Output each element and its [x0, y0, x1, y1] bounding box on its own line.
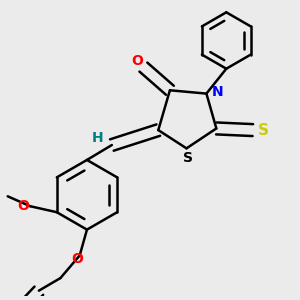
Text: S: S — [183, 151, 193, 165]
Text: S: S — [258, 123, 269, 138]
Text: H: H — [92, 131, 104, 145]
Text: O: O — [17, 199, 29, 213]
Text: O: O — [71, 253, 83, 266]
Text: O: O — [131, 54, 143, 68]
Text: N: N — [212, 85, 223, 99]
